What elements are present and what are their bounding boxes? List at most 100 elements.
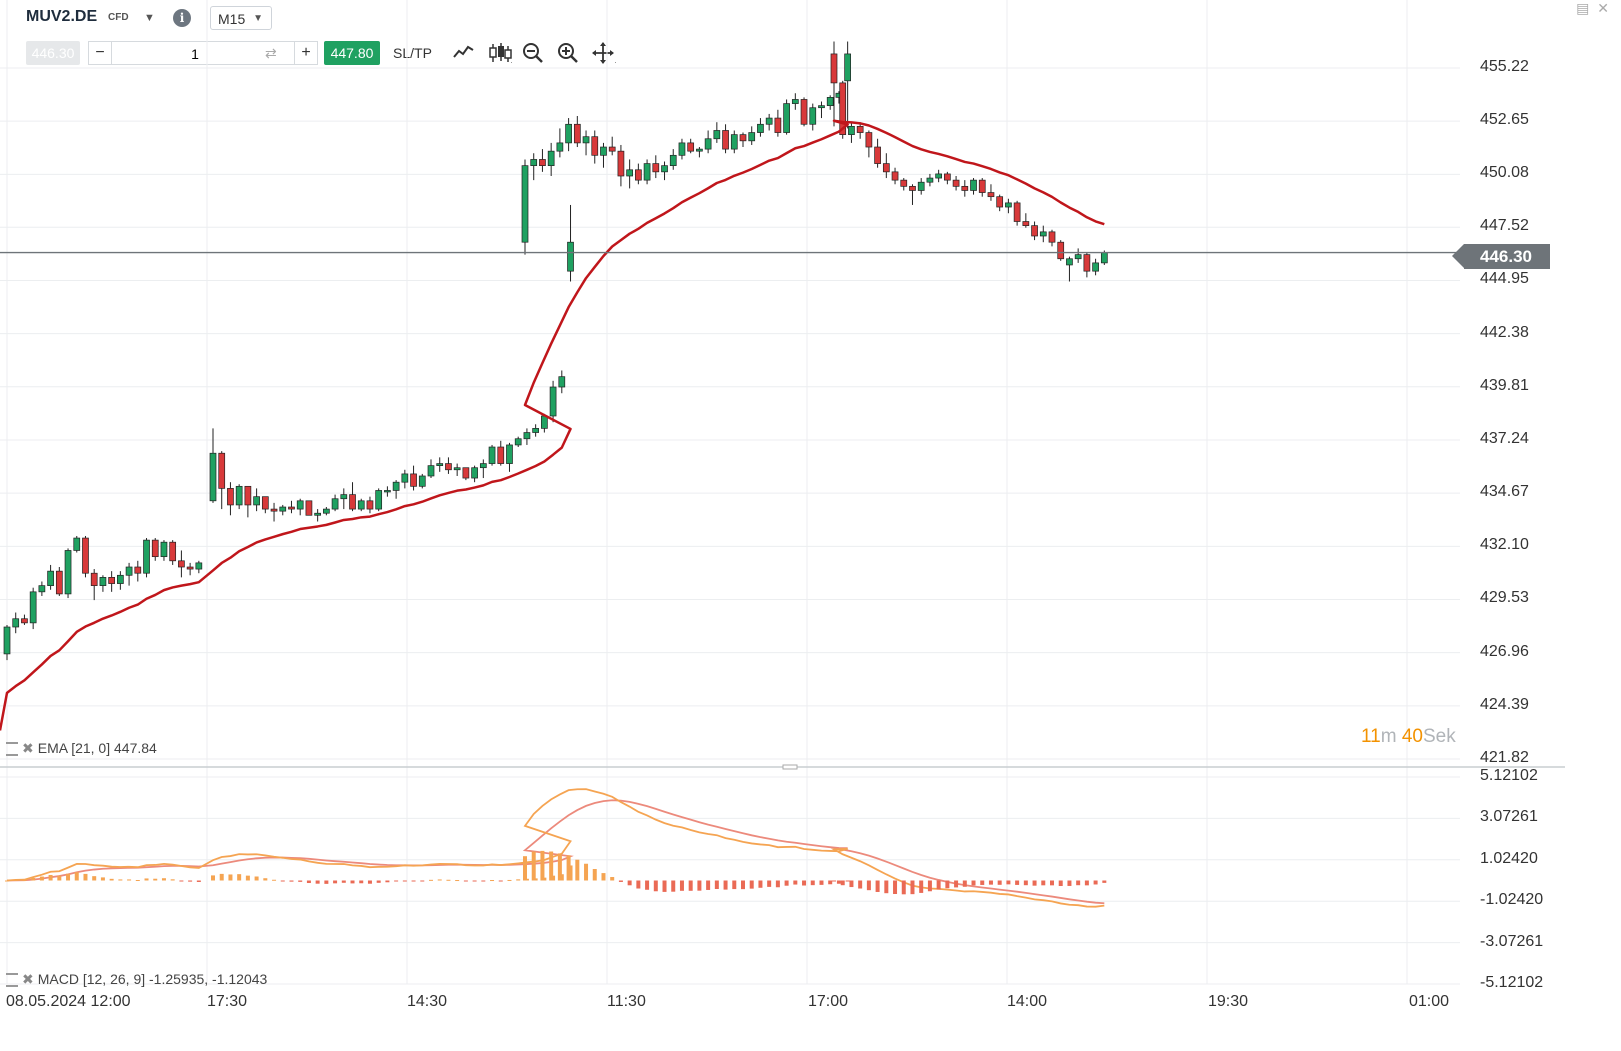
macd-histogram-bar	[39, 876, 44, 881]
swap-icon[interactable]: ⇄	[265, 45, 277, 61]
candle-body	[661, 165, 668, 173]
candle-body	[384, 490, 391, 493]
candle-body	[55, 570, 63, 595]
candle-body	[462, 467, 470, 479]
candle-body	[209, 452, 217, 502]
candle-body	[856, 125, 864, 133]
macd-histogram-bar	[858, 880, 863, 889]
buy-price-button[interactable]: 447.80	[324, 41, 380, 65]
minimize-icon[interactable]: ▤	[1576, 0, 1590, 16]
ema-label-text: EMA [21, 0] 447.84	[37, 740, 157, 756]
candle-body	[99, 577, 107, 586]
macd-histogram-bar	[5, 880, 9, 882]
macd-histogram-bar	[531, 851, 536, 881]
candle-body	[479, 463, 487, 469]
pan-move-icon[interactable]	[592, 42, 616, 64]
macd-axis-label: -5.12102	[1480, 974, 1544, 991]
price-axis-label: 429.53	[1480, 589, 1529, 607]
macd-histogram-bar	[219, 873, 224, 881]
quantity-decrease-button[interactable]: −	[89, 42, 112, 64]
candle-body	[996, 196, 1004, 208]
candle-body	[1092, 262, 1099, 272]
time-axis-label: 11:30	[607, 993, 646, 1010]
candle-body	[38, 585, 46, 593]
remove-indicator-icon[interactable]: ✖	[22, 740, 34, 756]
candle-body	[600, 146, 607, 156]
candle-body	[523, 432, 531, 440]
candle-body	[12, 618, 20, 628]
candle-body	[1066, 258, 1073, 266]
macd-histogram-bar	[866, 880, 871, 891]
window-controls: ▤ ✕	[1572, 0, 1609, 17]
macd-histogram-bar	[463, 880, 468, 882]
sell-price-button[interactable]: 446.30	[26, 41, 80, 65]
candle-body	[643, 163, 651, 181]
macd-histogram-bar	[802, 880, 807, 886]
candle-body	[1074, 254, 1082, 260]
macd-histogram-bar	[48, 874, 53, 881]
candle-body	[227, 488, 234, 506]
macd-axis-label: -1.02420	[1480, 891, 1544, 909]
price-axis-label: 442.38	[1480, 323, 1529, 341]
candle-body	[582, 136, 590, 144]
remove-indicator-icon[interactable]: ✖	[22, 971, 34, 987]
macd-histogram-bar	[523, 856, 527, 881]
indicator-settings-icon[interactable]	[6, 742, 18, 757]
macd-histogram-bar	[350, 880, 355, 884]
symbol-dropdown-caret-icon[interactable]: ▼	[144, 12, 155, 24]
time-axis-label: 14:30	[407, 993, 448, 1010]
macd-histogram-bar	[306, 880, 311, 884]
macd-histogram-bar	[775, 880, 780, 888]
macd-histogram-bar	[988, 880, 993, 885]
macd-histogram-bar	[610, 877, 615, 881]
macd-histogram-bar	[584, 863, 589, 881]
price-axis-label: 437.24	[1480, 429, 1529, 447]
candle-body	[418, 475, 426, 487]
info-icon[interactable]: i	[173, 9, 191, 27]
candle-body	[64, 550, 72, 595]
macd-histogram-bar	[170, 879, 175, 881]
candle-body	[1057, 241, 1065, 260]
macd-axis-label: 1.02420	[1480, 849, 1538, 867]
macd-histogram-bar	[793, 880, 798, 885]
macd-histogram-bar	[498, 880, 503, 882]
macd-histogram-bar	[962, 880, 967, 887]
candle-body	[874, 146, 881, 164]
macd-histogram-bar	[420, 880, 425, 882]
candle-body	[1005, 202, 1012, 208]
macd-histogram-bar	[237, 874, 242, 881]
close-icon[interactable]: ✕	[1597, 0, 1609, 16]
quantity-increase-button[interactable]: +	[294, 42, 317, 64]
candle-body	[436, 463, 444, 466]
candle-body	[349, 494, 356, 510]
candle-body	[340, 494, 348, 500]
candle-body	[521, 165, 529, 243]
zoom-in-icon[interactable]	[557, 42, 581, 64]
candle-body	[410, 473, 417, 487]
candle-body	[917, 181, 925, 191]
time-axis-label: 17:00	[808, 993, 849, 1010]
candle-body	[331, 498, 339, 510]
candle-body	[261, 496, 269, 510]
quantity-input[interactable]	[113, 42, 277, 66]
macd-histogram-bar	[263, 878, 268, 881]
symbol-name[interactable]: MUV2.DE	[26, 8, 98, 25]
candle-body	[547, 150, 555, 167]
current-price-tag: 446.30	[1452, 244, 1550, 269]
indicator-settings-icon[interactable]	[6, 973, 18, 988]
zoom-out-icon[interactable]	[522, 42, 546, 64]
macd-histogram-bar	[135, 880, 140, 882]
macd-histogram-bar	[298, 880, 303, 882]
candle-body	[314, 512, 321, 516]
line-chart-icon[interactable]	[452, 42, 476, 64]
macd-histogram-bar	[741, 880, 745, 890]
candle-body	[392, 481, 400, 491]
candlestick-icon[interactable]	[488, 42, 512, 64]
candle-body	[253, 496, 260, 506]
macd-histogram-bar	[455, 880, 460, 882]
timeframe-select[interactable]: M15 ▼	[210, 6, 272, 30]
macd-histogram-bar	[481, 880, 486, 882]
candle-body	[987, 192, 995, 198]
sltp-button[interactable]: SL/TP	[393, 45, 432, 61]
